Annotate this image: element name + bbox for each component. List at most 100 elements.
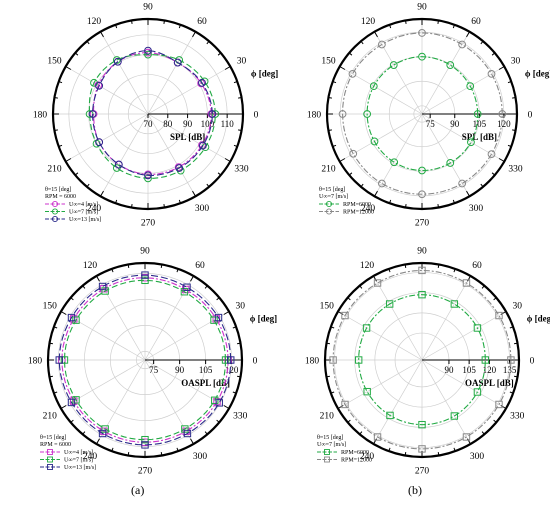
data-point <box>369 82 378 91</box>
angle-tick-label: 60 <box>195 261 205 271</box>
data-point <box>462 279 471 287</box>
grid-spoke <box>337 359 423 409</box>
legend-marker <box>324 449 330 455</box>
ring-tick <box>206 40 210 45</box>
angle-tick-label: 180 <box>28 357 43 367</box>
ring-tick <box>223 311 230 315</box>
angle-tick-label: 240 <box>360 452 375 462</box>
ring-tick <box>232 326 237 329</box>
angle-tick-label: 210 <box>43 412 58 422</box>
ring-tick <box>332 81 337 84</box>
ring-tick <box>373 275 377 282</box>
ring-tick <box>330 391 335 394</box>
ring-tick <box>190 438 194 445</box>
angle-tick-label: 30 <box>237 57 247 67</box>
data-point <box>418 266 426 275</box>
data-point <box>198 78 206 87</box>
data-point <box>446 61 455 69</box>
data-point <box>473 110 482 118</box>
ring-tick <box>498 66 505 70</box>
series-line <box>332 269 512 450</box>
data-point <box>101 287 109 295</box>
ring-tick <box>437 20 439 24</box>
data-point <box>362 324 371 332</box>
data-point <box>141 435 149 444</box>
data-point <box>418 166 426 175</box>
angle-tick-label: 60 <box>472 261 482 271</box>
ring-tick <box>192 190 196 197</box>
data-point <box>354 356 363 364</box>
ring-tick <box>359 285 363 289</box>
angle-tick-label: 270 <box>415 467 430 477</box>
angle-axis-title: ϕ [deg] <box>527 314 550 324</box>
ring-tick <box>452 199 455 204</box>
ring-tick <box>360 183 364 188</box>
angle-tick-label: 60 <box>197 17 207 27</box>
radial-tick-label: 75 <box>149 365 159 375</box>
data-point <box>183 283 191 291</box>
series-line <box>58 274 232 446</box>
data-point <box>418 52 426 61</box>
legend-marker <box>325 200 333 208</box>
data-point <box>114 160 123 169</box>
ring-tick <box>337 405 344 409</box>
data-point <box>466 82 475 91</box>
grid-spoke <box>374 31 423 115</box>
ring-tick <box>491 52 496 56</box>
data-point <box>450 300 459 308</box>
ring-tick <box>493 297 497 301</box>
ring-tick <box>58 144 63 147</box>
ring-tick <box>160 451 163 456</box>
angle-tick-label: 240 <box>87 204 102 214</box>
radial-tick-label: 70 <box>144 119 154 129</box>
grid-spoke <box>421 359 507 409</box>
data-point <box>473 388 482 396</box>
ring-tick <box>507 81 512 84</box>
ring-tick <box>178 24 181 29</box>
angle-tick-label: 180 <box>33 111 48 121</box>
angle-tick-label: 150 <box>47 57 62 67</box>
series-line <box>358 294 486 426</box>
ring-tick <box>326 342 331 345</box>
angle-tick-label: 330 <box>233 412 248 422</box>
grid-spoke <box>374 113 423 197</box>
ring-tick <box>359 431 363 435</box>
ring-tick <box>100 31 104 38</box>
data-point <box>98 282 107 291</box>
data-point <box>377 40 386 49</box>
ring-tick <box>53 326 58 329</box>
ring-tick <box>74 172 79 176</box>
ring-tick <box>217 52 222 56</box>
ring-tick <box>60 405 67 409</box>
ring-tick <box>163 204 165 208</box>
data-point <box>473 324 482 332</box>
ring-tick <box>216 419 220 423</box>
ring-tick <box>54 129 58 131</box>
radial-axis-title: SPL [dB] <box>462 132 497 142</box>
legend-label: U∞=13 [m/s] <box>69 217 101 223</box>
data-point <box>418 29 426 37</box>
grid-spoke <box>144 311 230 361</box>
ring-tick <box>96 438 100 445</box>
radial-tick-label: 120 <box>483 365 497 375</box>
data-point <box>141 441 149 449</box>
ring-tick <box>58 81 63 84</box>
ring-tick <box>374 31 378 38</box>
legend-label: RPM=12000 <box>343 210 374 216</box>
ring-tick <box>328 129 332 131</box>
radial-tick-label: 105 <box>473 119 487 129</box>
ring-tick <box>404 264 407 269</box>
data-point <box>210 316 218 324</box>
ring-tick <box>70 297 74 301</box>
ring-tick <box>388 447 391 452</box>
legend-header: U∞=7 [m/s] <box>319 194 348 200</box>
ring-tick <box>192 31 196 38</box>
ring-tick <box>512 97 516 99</box>
ring-tick <box>224 158 231 162</box>
ring-tick <box>65 66 72 70</box>
data-point <box>349 149 358 158</box>
angle-tick-label: 0 <box>253 357 258 367</box>
ring-tick <box>176 268 179 273</box>
data-point <box>373 279 382 287</box>
data-point <box>72 316 80 324</box>
